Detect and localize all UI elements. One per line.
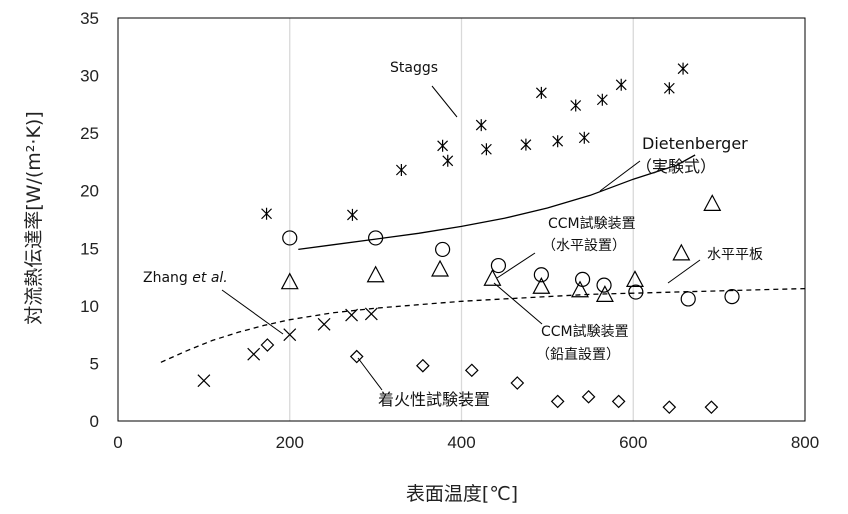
label-staggs: Staggs [390, 60, 438, 76]
tick-labels: 0 200 400 600 800 0 5 10 15 20 25 30 35 [80, 9, 819, 452]
marker-diamond [581, 389, 596, 404]
y-tick-label: 25 [80, 124, 99, 143]
marker-circle [282, 230, 298, 246]
marker-triangle [672, 243, 691, 261]
marker-asterisk [520, 138, 532, 151]
marker-diamond [611, 394, 626, 409]
marker-cross [317, 317, 331, 331]
marker-diamond [704, 400, 719, 415]
marker-circle [435, 241, 451, 258]
leader-ccm-vertical [493, 282, 543, 325]
marker-triangle [703, 194, 722, 211]
marker-asterisk [552, 135, 564, 148]
marker-triangle [595, 285, 614, 302]
marker-asterisk [437, 139, 449, 152]
marker-circle [533, 267, 549, 283]
x-tick-label: 200 [276, 433, 304, 452]
marker-asterisk [615, 78, 627, 91]
plot-frame [117, 17, 806, 422]
marker-triangle [532, 277, 551, 294]
marker-circle [368, 230, 384, 246]
marker-asterisk [663, 82, 675, 95]
leader-zhang [221, 289, 284, 335]
leader-chakka [357, 357, 383, 391]
marker-circle [574, 271, 591, 287]
marker-asterisk [261, 207, 272, 220]
leader-lines [221, 85, 701, 391]
y-tick-label: 5 [90, 354, 99, 373]
x-tick-label: 400 [447, 433, 475, 452]
label-ccm-horizontal: CCM試験装置 [548, 216, 636, 232]
zhang-curve [160, 287, 806, 363]
marker-diamond [416, 358, 430, 373]
leader-dietenberger [599, 160, 641, 192]
marker-diamond [510, 376, 525, 390]
marker-diamond [550, 394, 565, 409]
marker-asterisk [535, 86, 547, 99]
x-tick-label: 0 [113, 433, 122, 452]
label-zhang-etal: et al. [192, 270, 227, 286]
x-axis-title: 表面温度[℃] [406, 483, 518, 505]
marker-diamond [464, 363, 479, 378]
marker-cross [197, 374, 211, 388]
marker-cross [283, 328, 297, 342]
marker-asterisk [570, 99, 582, 112]
marker-cross [345, 308, 359, 322]
marker-circle [680, 291, 696, 307]
y-tick-label: 30 [80, 67, 99, 86]
marker-asterisk [442, 154, 454, 167]
leader-staggs [431, 85, 458, 118]
data-markers [197, 62, 740, 415]
marker-diamond [349, 349, 364, 364]
marker-asterisk [480, 143, 492, 156]
marker-triangle [280, 272, 299, 290]
marker-triangle [483, 268, 502, 286]
marker-triangle [431, 259, 450, 277]
marker-asterisk [596, 93, 608, 106]
marker-asterisk [677, 62, 689, 75]
marker-triangle [571, 280, 590, 298]
label-suihei-heiban: 水平平板 [707, 247, 763, 263]
grid-lines [289, 18, 634, 421]
x-tick-label: 600 [619, 433, 647, 452]
marker-triangle [625, 270, 644, 287]
marker-circle [596, 277, 612, 293]
label-ccm-vertical-sub: （鉛直設置） [536, 346, 620, 363]
label-dietenberger: Dietenberger [642, 134, 748, 153]
y-tick-label: 10 [80, 297, 99, 316]
label-chakka-sochi: 着火性試験装置 [378, 390, 490, 409]
marker-asterisk [347, 208, 358, 221]
label-zhang: Zhang et al. [143, 270, 228, 286]
y-axis-title: 対流熱伝達率[W/(m²·K)] [23, 111, 45, 324]
label-zhang-name: Zhang [143, 270, 192, 286]
marker-asterisk [578, 131, 590, 144]
label-ccm-vertical: CCM試験装置 [541, 324, 629, 340]
y-tick-label: 20 [80, 182, 99, 201]
marker-circle [628, 284, 644, 300]
y-tick-label: 35 [80, 9, 99, 28]
marker-cross [364, 307, 378, 321]
label-ccm-horizontal-sub: （水平設置） [542, 238, 626, 254]
marker-diamond [662, 400, 677, 415]
y-tick-label: 0 [90, 412, 99, 431]
y-tick-label: 15 [80, 239, 99, 258]
marker-circle [724, 289, 740, 305]
marker-triangle [366, 265, 385, 283]
marker-asterisk [395, 163, 407, 176]
annotation-labels: Staggs Dietenberger （実験式） CCM試験装置 （水平設置）… [143, 60, 763, 409]
label-dietenberger-sub: （実験式） [636, 157, 716, 176]
marker-asterisk [475, 119, 487, 132]
fit-curves [160, 154, 806, 363]
marker-cross [247, 347, 261, 361]
x-tick-label: 800 [791, 433, 819, 452]
leader-suihei [667, 259, 701, 284]
marker-circle [490, 257, 507, 274]
leader-ccm-horizontal [496, 252, 536, 279]
marker-diamond [260, 338, 275, 352]
dietenberger-curve [298, 154, 696, 251]
